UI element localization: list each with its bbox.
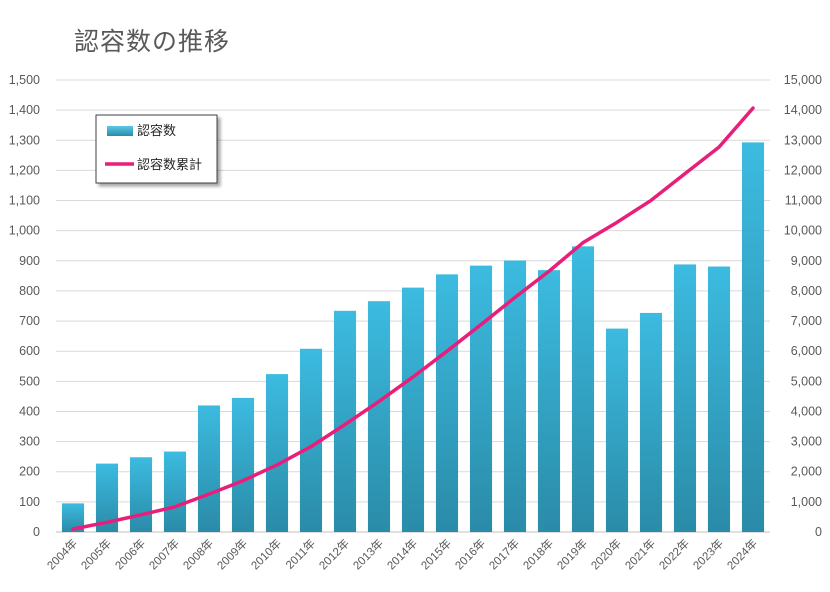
bar xyxy=(61,503,85,532)
x-tick-label: 2023年 xyxy=(690,536,726,572)
chart-title: 認容数の推移 xyxy=(74,27,231,56)
y-tick-label-left: 600 xyxy=(19,344,40,358)
series-line-cumulative xyxy=(71,106,755,531)
legend-label-bar: 認容数 xyxy=(137,123,176,139)
x-tick-label: 2016年 xyxy=(452,536,488,572)
y-tick-label-right: 9,000 xyxy=(791,254,822,268)
x-tick-label: 2013年 xyxy=(350,536,386,572)
y-tick-label-right: 13,000 xyxy=(784,133,822,147)
y-tick-label-left: 0 xyxy=(33,525,40,539)
bar xyxy=(673,264,697,532)
y-tick-label-right: 10,000 xyxy=(784,224,822,238)
bar xyxy=(231,397,255,532)
bar xyxy=(469,265,493,532)
bar xyxy=(605,328,629,532)
y-tick-label-left: 500 xyxy=(19,374,40,388)
y-tick-label-right: 2,000 xyxy=(791,465,822,479)
bar xyxy=(435,274,459,532)
y-tick-label-left: 1,300 xyxy=(9,133,40,147)
y-tick-label-left: 400 xyxy=(19,404,40,418)
y-tick-label-left: 1,100 xyxy=(9,194,40,208)
y-tick-label-left: 1,200 xyxy=(9,163,40,177)
bar xyxy=(265,374,289,532)
x-tick-label: 2015年 xyxy=(418,536,454,572)
x-axis-ticks: 2004年 2005年 2006年 2007年 2008年 2009年 2010年 2011年… xyxy=(44,536,760,572)
bar xyxy=(333,310,357,532)
x-tick-label: 2008年 xyxy=(180,536,216,572)
x-tick-label: 2018年 xyxy=(520,536,556,572)
line-series xyxy=(71,106,755,531)
bar xyxy=(129,457,153,532)
bar xyxy=(163,451,187,532)
legend: 認容数 認容数累計 xyxy=(95,114,218,184)
bar xyxy=(537,270,561,532)
y-tick-label-right: 3,000 xyxy=(791,435,822,449)
bar xyxy=(639,312,663,532)
x-tick-label: 2014年 xyxy=(384,536,420,572)
y-tick-label-left: 900 xyxy=(19,254,40,268)
y-tick-label-right: 8,000 xyxy=(791,284,822,298)
x-tick-label: 2007年 xyxy=(146,536,182,572)
x-tick-label: 2005年 xyxy=(78,536,114,572)
x-tick-label: 2004年 xyxy=(44,536,80,572)
y-tick-label-right: 14,000 xyxy=(784,103,822,117)
y-axis-left-ticks: 0 100 200 300 400 500 600 700 800 900 1,000 1,100 1,… xyxy=(9,73,40,539)
x-tick-label: 2011年 xyxy=(283,536,319,572)
x-tick-label: 2009年 xyxy=(214,536,250,572)
bar xyxy=(197,405,221,532)
y-tick-label-right: 1,000 xyxy=(791,495,822,509)
y-tick-label-right: 12,000 xyxy=(784,163,822,177)
bar xyxy=(367,301,391,532)
x-tick-label: 2017年 xyxy=(486,536,522,572)
bar xyxy=(401,287,425,532)
legend-label-line: 認容数累計 xyxy=(137,157,202,173)
bar xyxy=(95,463,119,532)
y-tick-label-right: 0 xyxy=(815,525,822,539)
y-tick-label-left: 700 xyxy=(19,314,40,328)
y-tick-label-left: 200 xyxy=(19,465,40,479)
y-tick-label-right: 15,000 xyxy=(784,73,822,87)
y-tick-label-left: 1,000 xyxy=(9,224,40,238)
y-tick-label-right: 5,000 xyxy=(791,374,822,388)
bar xyxy=(503,260,527,532)
y-tick-label-right: 7,000 xyxy=(791,314,822,328)
y-tick-label-right: 6,000 xyxy=(791,344,822,358)
x-tick-label: 2022年 xyxy=(656,536,692,572)
x-tick-label: 2020年 xyxy=(588,536,624,572)
x-tick-label: 2012年 xyxy=(316,536,352,572)
y-tick-label-right: 11,000 xyxy=(785,194,822,208)
bar xyxy=(571,246,595,532)
bar xyxy=(741,142,765,532)
bar xyxy=(707,266,731,532)
x-tick-label: 2019年 xyxy=(554,536,590,572)
y-tick-label-left: 800 xyxy=(19,284,40,298)
bar xyxy=(299,348,323,532)
x-tick-label: 2006年 xyxy=(112,536,148,572)
x-tick-label: 2024年 xyxy=(724,536,760,572)
y-tick-label-right: 4,000 xyxy=(791,404,822,418)
x-tick-label: 2021年 xyxy=(622,536,658,572)
legend-bar-swatch xyxy=(107,126,133,136)
y-tick-label-left: 300 xyxy=(19,435,40,449)
y-tick-label-left: 100 xyxy=(19,495,40,509)
x-tick-label: 2010年 xyxy=(248,536,284,572)
bar-series xyxy=(61,142,765,532)
y-tick-label-left: 1,400 xyxy=(9,103,40,117)
y-axis-right-ticks: 0 1,000 2,000 3,000 4,000 5,000 6,000 7,000 8,00… xyxy=(784,73,822,539)
y-tick-label-left: 1,500 xyxy=(9,73,40,87)
